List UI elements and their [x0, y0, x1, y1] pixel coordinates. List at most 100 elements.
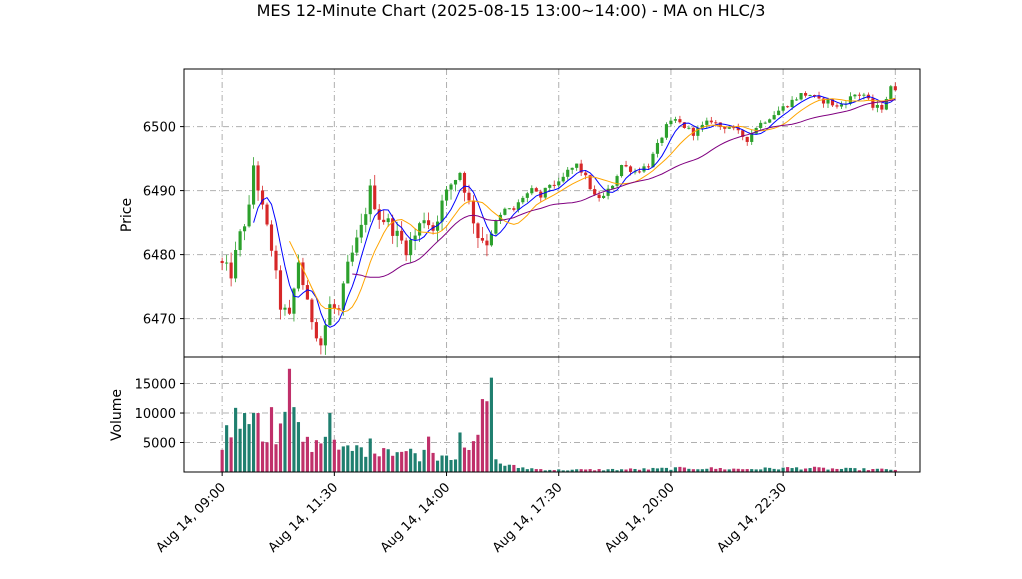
volume-bar: [453, 459, 458, 472]
volume-bar: [687, 468, 691, 472]
candle-body: [427, 220, 431, 226]
candle-body: [687, 127, 691, 129]
volume-bar: [579, 469, 583, 472]
volume-bar: [507, 464, 511, 472]
candle-body: [319, 338, 323, 346]
volume-bar: [817, 467, 821, 472]
volume-bar: [575, 469, 579, 472]
volume-bar: [606, 469, 610, 472]
volume-bar: [812, 466, 817, 472]
volume-panel-frame: [183, 356, 921, 473]
volume-bar: [247, 424, 251, 472]
volume-bar: [377, 456, 381, 472]
volume-bar: [637, 469, 642, 472]
volume-bar: [875, 468, 879, 472]
volume-bar: [359, 447, 363, 472]
volume-bar: [382, 448, 386, 472]
price-tick-label: 6500: [143, 121, 176, 136]
candle-body: [570, 167, 574, 170]
volume-bar: [220, 449, 224, 472]
candle-body: [678, 119, 682, 123]
volume-tick-label: 5000: [143, 437, 176, 452]
candle-body: [624, 165, 628, 167]
candle-body: [328, 304, 332, 326]
volume-bar: [283, 411, 287, 472]
candle-body: [651, 153, 655, 168]
candle-body: [359, 224, 363, 238]
candle-body: [768, 119, 772, 123]
volume-bar: [539, 469, 543, 472]
volume-bar: [588, 469, 592, 472]
x-tick-label: Aug 14, 17:30: [490, 480, 566, 556]
volume-bar: [673, 467, 677, 472]
candle-body: [799, 93, 803, 100]
volume-bar: [449, 460, 453, 472]
candle-body: [516, 202, 520, 210]
volume-bar: [314, 440, 318, 472]
candle-body: [745, 136, 749, 142]
volume-bar: [310, 451, 314, 472]
volume-bar: [736, 468, 740, 472]
volume-bar: [260, 441, 265, 472]
volume-bar: [709, 467, 713, 472]
candle-body: [364, 214, 368, 225]
candle-body: [718, 122, 722, 127]
volume-bar: [543, 470, 547, 472]
volume-bars: [220, 368, 897, 472]
volume-bar: [557, 469, 561, 472]
candle-body: [247, 204, 251, 227]
volume-bar: [866, 470, 870, 472]
volume-bar: [386, 449, 390, 472]
volume-bar: [413, 453, 417, 472]
ma-mid-line: [289, 97, 896, 313]
candle-body: [566, 169, 570, 177]
volume-bar: [642, 468, 646, 472]
volume-bar: [763, 467, 767, 472]
candle-body: [413, 235, 417, 240]
volume-bar: [400, 451, 404, 472]
volume-bar: [498, 463, 502, 472]
volume-bar: [570, 469, 574, 472]
volume-bar: [337, 449, 341, 472]
volume-bar: [391, 455, 395, 472]
volume-bar: [777, 469, 781, 472]
volume-bar: [718, 468, 722, 472]
volume-bar: [871, 469, 875, 472]
volume-bar: [835, 468, 839, 472]
candle-body: [682, 122, 686, 128]
volume-bar: [745, 469, 749, 472]
candle-body: [386, 218, 390, 223]
volume-bar: [521, 467, 525, 472]
candle-body: [548, 184, 552, 188]
volume-bar: [741, 469, 745, 472]
volume-bar: [444, 455, 449, 472]
candle-body: [503, 208, 507, 215]
candle-body: [418, 223, 422, 236]
volume-bar: [669, 469, 673, 472]
volume-bar: [651, 467, 655, 472]
candle-body: [579, 163, 583, 173]
volume-bar: [584, 469, 588, 472]
candle-body: [368, 185, 372, 215]
volume-bar: [350, 450, 354, 472]
volume-bar: [476, 434, 480, 472]
volume-y-axis: 5000 10000 15000: [135, 378, 184, 452]
price-panel-frame: [183, 68, 921, 358]
candle-body: [269, 224, 274, 251]
volume-bar: [234, 407, 238, 472]
candle-body: [763, 122, 767, 124]
volume-bar: [660, 467, 664, 472]
candle-body: [853, 94, 857, 97]
candle-body: [314, 322, 318, 339]
moving-average-lines: [253, 95, 896, 328]
volume-bar: [826, 469, 830, 472]
volume-bar: [727, 469, 731, 472]
ma-slow-line: [352, 99, 896, 278]
candle-body: [821, 98, 826, 104]
candle-body: [812, 95, 817, 97]
volume-bar: [880, 468, 884, 472]
volume-bar: [561, 470, 565, 472]
volume-bar: [301, 441, 305, 472]
candle-body: [274, 250, 278, 271]
candle-body: [673, 119, 677, 121]
